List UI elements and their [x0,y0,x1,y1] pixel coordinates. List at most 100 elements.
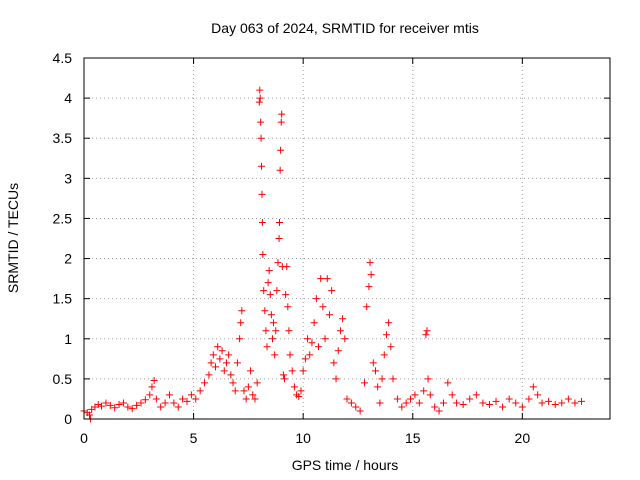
data-point [551,401,559,409]
data-point [367,271,375,279]
data-point [366,259,374,267]
data-point [273,287,281,295]
data-point [538,399,546,407]
data-point [212,363,219,371]
data-point [272,327,280,335]
data-point [244,383,252,391]
data-point [339,315,347,323]
y-tick-label: 4 [64,90,72,106]
data-point [157,403,165,411]
data-point [259,251,267,259]
x-tick-label: 5 [190,430,198,446]
data-point [492,397,500,405]
data-point [133,401,141,409]
data-point [424,375,432,383]
data-point [247,367,255,375]
data-point [240,387,248,395]
chart-title: Day 063 of 2024, SRMTID for receiver mti… [211,20,479,36]
data-point [115,401,123,409]
data-point [312,295,320,303]
data-point [196,387,204,395]
data-point [257,134,265,142]
data-point [237,319,245,327]
data-point [525,395,533,403]
data-point [564,395,572,403]
data-point [216,355,224,363]
data-point [238,307,246,315]
data-point [376,399,384,407]
data-point [459,401,467,409]
data-point [266,291,274,299]
data-point [439,399,447,407]
data-point [485,401,493,409]
data-point [285,327,293,335]
y-tick-label: 2 [64,251,72,267]
data-point [251,395,259,403]
data-point [448,391,456,399]
data-point [336,327,344,335]
data-point [385,319,393,327]
data-point [290,383,298,391]
data-point [301,355,309,363]
y-tick-label: 3 [64,170,72,186]
data-point [332,375,340,383]
data-point [380,351,388,359]
data-point [207,359,215,367]
data-point [220,367,228,375]
y-tick-label: 4.5 [53,50,73,66]
y-axis-label: SRMTID / TECUs [5,183,21,293]
data-point [315,343,323,351]
data-point [328,287,336,295]
data-point [499,403,507,411]
data-point [334,347,342,355]
data-point [295,393,303,401]
data-point [431,403,439,411]
data-point [352,403,360,411]
data-point [505,395,513,403]
data-point [369,359,377,367]
data-point [258,162,266,170]
data-point [365,283,373,291]
data-point [233,359,241,367]
data-point [444,379,452,387]
data-point [137,399,145,407]
y-tick-label: 0 [64,411,72,427]
y-tick-label: 3.5 [53,130,73,146]
x-tick-label: 15 [405,430,421,446]
data-point [276,166,284,174]
data-point [278,110,286,118]
data-point [187,391,195,399]
data-point [209,351,217,359]
data-point [205,371,213,379]
data-point [102,399,110,407]
data-point [512,399,520,407]
data-point [264,279,272,287]
y-tick-label: 0.5 [53,371,73,387]
data-point [231,387,239,395]
data-point [325,311,333,319]
data-point [363,303,371,311]
data-point [161,399,169,407]
data-point [255,98,263,106]
data-point [165,391,173,399]
y-tick-label: 1 [64,331,72,347]
x-tick-label: 0 [80,430,88,446]
data-point [148,383,156,391]
data-point [356,407,364,415]
data-point [106,401,114,409]
data-point [152,395,160,403]
data-point [260,287,268,295]
data-point [229,379,237,387]
data-point [323,275,331,283]
data-point [319,303,327,311]
data-point [268,335,276,343]
data-point [423,327,431,335]
data-point [275,235,283,242]
data-point [277,118,285,126]
data-point [310,319,318,327]
data-point [479,399,487,407]
data-point [279,371,287,379]
data-point [411,391,419,399]
data-point [415,399,423,407]
